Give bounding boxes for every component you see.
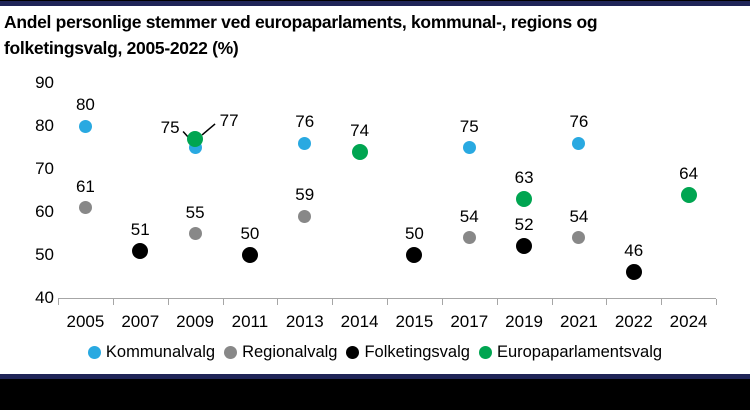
data-point-europaparlamentsvalg	[516, 191, 533, 208]
top-accent-bar	[0, 0, 750, 6]
data-label: 54	[459, 206, 479, 226]
data-point-folketingsvalg	[406, 247, 423, 263]
y-axis-tick-label: 70	[35, 159, 54, 178]
x-axis-tickmark	[551, 299, 553, 305]
data-label: 50	[240, 224, 260, 243]
data-label: 51	[130, 219, 150, 239]
data-label: 80	[75, 95, 95, 114]
legend-label: Folketingsvalg	[364, 343, 470, 361]
y-axis-tick-label: 50	[35, 245, 54, 264]
x-axis-tick-label: 2022	[614, 312, 653, 331]
legend-item-folketingsvalg: Folketingsvalg	[346, 343, 470, 362]
legend-item-europaparlamentsvalg: Europaparlamentsvalg	[478, 343, 663, 362]
data-point-kommunalvalg	[298, 136, 312, 150]
x-axis-tick-label: 2019	[505, 312, 543, 331]
x-axis-line	[58, 298, 716, 299]
bottom-accent-bar	[0, 374, 750, 379]
y-axis-tick-label: 90	[35, 73, 54, 92]
legend: Kommunalvalg Regionalvalg Folketingsvalg Eu…	[0, 343, 750, 362]
legend-dot-icon	[346, 346, 360, 359]
data-point-kommunalvalg	[78, 119, 92, 133]
data-label: 61	[75, 176, 95, 196]
data-point-kommunalvalg	[572, 136, 586, 150]
x-axis-tick-label: 2013	[285, 312, 324, 331]
x-axis-tickmark	[387, 299, 388, 305]
data-label: 76	[569, 112, 589, 132]
data-point-regionalvalg	[462, 231, 476, 245]
data-point-regionalvalg	[78, 201, 92, 215]
data-label: 75	[459, 116, 479, 136]
data-point-regionalvalg	[298, 209, 312, 223]
legend-label: Regionalvalg	[242, 343, 338, 361]
x-axis-tick-label: 2005	[66, 312, 105, 331]
x-axis-tickmark	[58, 299, 59, 305]
x-axis-tickmark	[222, 299, 224, 305]
data-label: 64	[679, 163, 699, 183]
legend-dot-icon	[87, 346, 101, 359]
data-label: 52	[514, 215, 534, 235]
data-label: 46	[624, 241, 644, 261]
legend-label: Europaparlamentsvalg	[496, 343, 663, 361]
data-label: 55	[185, 202, 205, 222]
x-axis-tick-label: 2009	[176, 312, 214, 331]
y-axis-tick-label: 80	[35, 116, 54, 135]
data-label: 75	[160, 117, 180, 137]
x-axis-tickmark	[277, 299, 279, 305]
data-point-europaparlamentsvalg	[187, 130, 204, 147]
x-axis-tick-label: 2021	[559, 312, 598, 331]
data-label: 54	[569, 206, 589, 226]
legend-label: Kommunalvalg	[105, 343, 216, 361]
x-axis-tick-label: 2024	[669, 312, 708, 331]
chart-title-line2: folketingsvalg, 2005-2022 (%)	[4, 38, 239, 58]
chart-title: Andel personlige stemmer ved europaparla…	[4, 9, 744, 61]
x-axis-tickmark	[606, 299, 608, 305]
chart-title-line1: Andel personlige stemmer ved europaparla…	[4, 12, 598, 32]
x-axis-tick-label: 2015	[395, 312, 434, 331]
data-point-folketingsvalg	[625, 264, 642, 281]
data-label: 50	[404, 224, 424, 243]
data-label: 76	[295, 112, 315, 132]
data-point-regionalvalg	[188, 227, 202, 240]
data-point-regionalvalg	[572, 231, 586, 245]
y-axis-tick-label: 60	[35, 202, 54, 221]
legend-item-kommunalvalg: Kommunalvalg	[87, 343, 216, 362]
x-axis-tickmark	[716, 299, 717, 305]
x-axis-tick-label: 2014	[340, 312, 379, 331]
data-label: 77	[219, 110, 239, 130]
x-axis-tickmark	[112, 299, 114, 305]
legend-dot-icon	[224, 346, 238, 359]
data-label: 74	[350, 120, 370, 140]
data-point-europaparlamentsvalg	[351, 143, 368, 160]
data-point-folketingsvalg	[132, 242, 149, 259]
x-axis-tickmark	[441, 299, 443, 305]
data-point-europaparlamentsvalg	[680, 186, 697, 203]
x-axis-tick-label: 2017	[450, 312, 489, 331]
data-point-kommunalvalg	[462, 141, 476, 154]
x-axis-tick-label: 2011	[231, 312, 269, 331]
y-axis-tick-label: 40	[35, 288, 54, 307]
data-label: 59	[295, 185, 315, 205]
x-axis-tickmark	[332, 299, 334, 305]
bottom-black-band	[0, 379, 750, 410]
legend-item-regionalvalg: Regionalvalg	[224, 343, 337, 362]
x-axis-tickmark	[496, 299, 498, 305]
data-label: 63	[514, 168, 534, 188]
x-axis-tick-label: 2007	[121, 312, 160, 331]
data-point-folketingsvalg	[516, 238, 533, 255]
x-axis-tickmark	[661, 299, 663, 305]
legend-dot-icon	[478, 346, 492, 359]
data-point-folketingsvalg	[241, 247, 258, 263]
x-axis-tickmark	[167, 299, 169, 305]
